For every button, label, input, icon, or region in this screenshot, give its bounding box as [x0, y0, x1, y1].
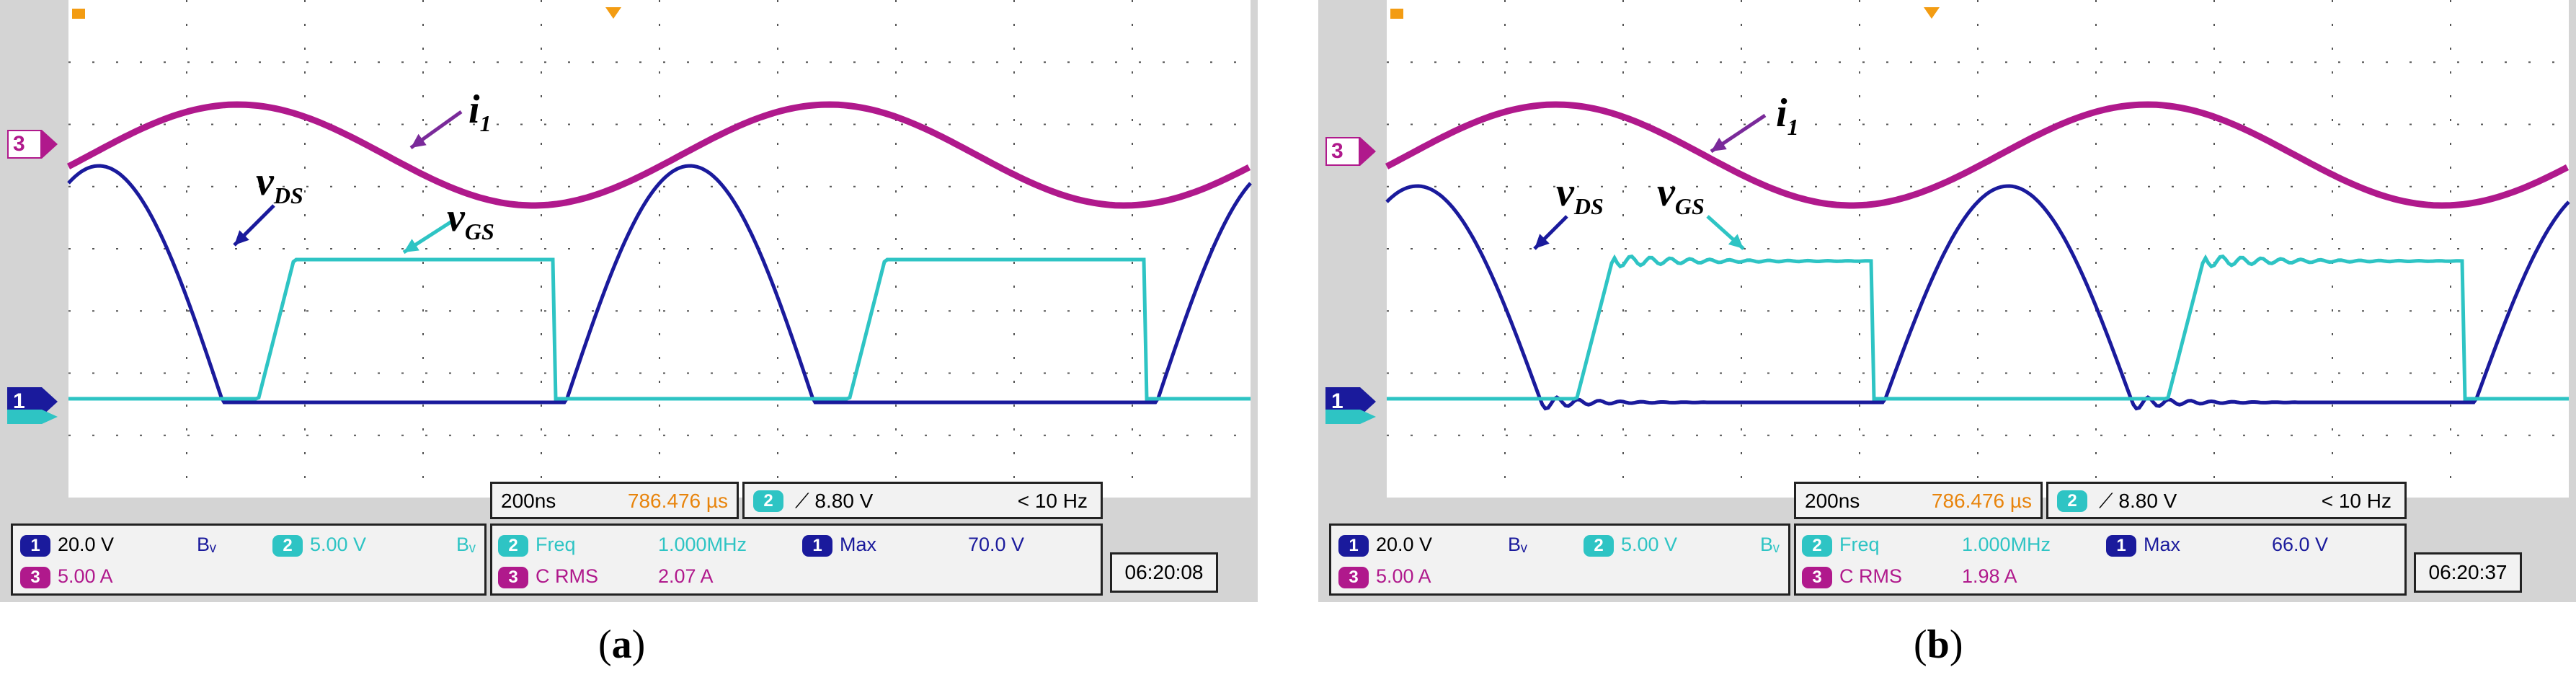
ch1-setting: 1 20.0 V — [20, 530, 114, 559]
caption-b: (b) — [1914, 622, 1963, 667]
trigger-level: ⟋ 8.80 V — [2099, 490, 2177, 512]
ch1-setting: 1 20.0 V — [1338, 530, 1432, 559]
series-i1-current — [1385, 101, 2570, 209]
trigger-marker-icon — [72, 9, 85, 19]
waveform-canvas — [1385, 0, 2570, 498]
ch2-bw-icon: Bᵥ — [1760, 534, 1780, 555]
series-vds — [67, 164, 1252, 405]
caption-a: (a) — [598, 622, 646, 667]
arrow-i1-icon-head — [1711, 138, 1727, 151]
channel-2-marker — [1325, 410, 1376, 424]
label-i1: i1 — [1776, 91, 1799, 141]
trigger-box: 2 ⟋ 8.80 V < 10 Hz — [742, 482, 1103, 519]
ch2-setting: 2 5.00 V — [1584, 530, 1677, 559]
label-vds: vDS — [1556, 170, 1604, 220]
ch2-setting: 2 5.00 V — [272, 530, 366, 559]
measure-rms-value: 1.98 A — [1962, 565, 2017, 587]
measure-rms-value: 2.07 A — [658, 565, 714, 587]
arrow-vgs-icon-head — [1728, 234, 1744, 249]
ch2-bw-icon: Bᵥ — [456, 534, 476, 555]
series-i1-current — [66, 101, 1251, 209]
plot-area — [68, 0, 1251, 498]
label-vgs: vGS — [1657, 170, 1705, 220]
label-vds: vDS — [256, 159, 303, 209]
oscilloscope-panel-b: 3 1 200ns 786.476 µs 2 ⟋ 8.80 V < 10 Hz … — [1318, 0, 2576, 602]
timebase-box: 200ns 786.476 µs — [490, 482, 739, 519]
trigger-channel-badge: 2 — [2057, 490, 2087, 512]
trigger-marker-icon — [1390, 9, 1403, 19]
trigger-box: 2 ⟋ 8.80 V < 10 Hz — [2046, 482, 2407, 519]
measure-freq: 2 Freq — [498, 530, 576, 559]
arrow-vds-icon-head — [234, 230, 249, 245]
ch1-bw-icon: Bᵥ — [1508, 534, 1527, 555]
trigger-frequency: < 10 Hz — [2321, 490, 2391, 512]
series-vgs — [68, 257, 1251, 401]
waveform-canvas — [66, 0, 1252, 498]
measure-max-value: 70.0 V — [968, 534, 1025, 555]
measure-max: 1 Max — [2106, 530, 2180, 559]
channel-2-marker — [7, 410, 58, 424]
channel-3-marker: 3 — [7, 130, 58, 159]
measure-freq-value: 1.000MHz — [658, 534, 747, 555]
channel-settings-box: 1 20.0 V Bᵥ 2 5.00 V Bᵥ 3 5.00 A — [11, 524, 487, 596]
measure-freq-value: 1.000MHz — [1962, 534, 2051, 555]
oscilloscope-panel-a: 3 1 200ns 786.476 µs 2 ⟋ 8.80 V < 10 Hz … — [0, 0, 1258, 602]
arrow-vgs-icon-head — [404, 239, 419, 252]
trigger-channel-badge: 2 — [753, 490, 783, 512]
channel-3-marker: 3 — [1325, 137, 1376, 166]
measure-max: 1 Max — [802, 530, 876, 559]
ch3-setting: 3 5.00 A — [1338, 562, 1431, 591]
trigger-position-icon — [1924, 7, 1940, 19]
measure-max-value: 66.0 V — [2272, 534, 2329, 555]
trigger-frequency: < 10 Hz — [1017, 490, 1088, 512]
trigger-time: 786.476 µs — [627, 490, 728, 512]
plot-area — [1387, 0, 2569, 498]
trigger-time: 786.476 µs — [1931, 490, 2032, 512]
ch1-bw-icon: Bᵥ — [197, 534, 216, 555]
measure-freq: 2 Freq — [1802, 530, 1880, 559]
timebase-value: 200ns — [501, 490, 556, 512]
clock-readout: 06:20:08 — [1110, 552, 1218, 593]
ch3-setting: 3 5.00 A — [20, 562, 113, 591]
label-i1: i1 — [468, 87, 492, 137]
arrow-i1-icon-head — [411, 133, 427, 148]
channel-settings-box: 1 20.0 V Bᵥ 2 5.00 V Bᵥ 3 5.00 A — [1329, 524, 1790, 596]
series-vds — [1385, 184, 2570, 411]
label-vgs: vGS — [447, 195, 494, 245]
arrow-vds-icon-head — [1535, 234, 1550, 249]
trigger-level: ⟋ 8.80 V — [795, 490, 874, 512]
trigger-position-icon — [605, 7, 621, 19]
clock-readout: 06:20:37 — [2414, 552, 2522, 593]
timebase-box: 200ns 786.476 µs — [1794, 482, 2043, 519]
timebase-value: 200ns — [1805, 490, 1860, 512]
series-vgs — [1387, 254, 2569, 401]
